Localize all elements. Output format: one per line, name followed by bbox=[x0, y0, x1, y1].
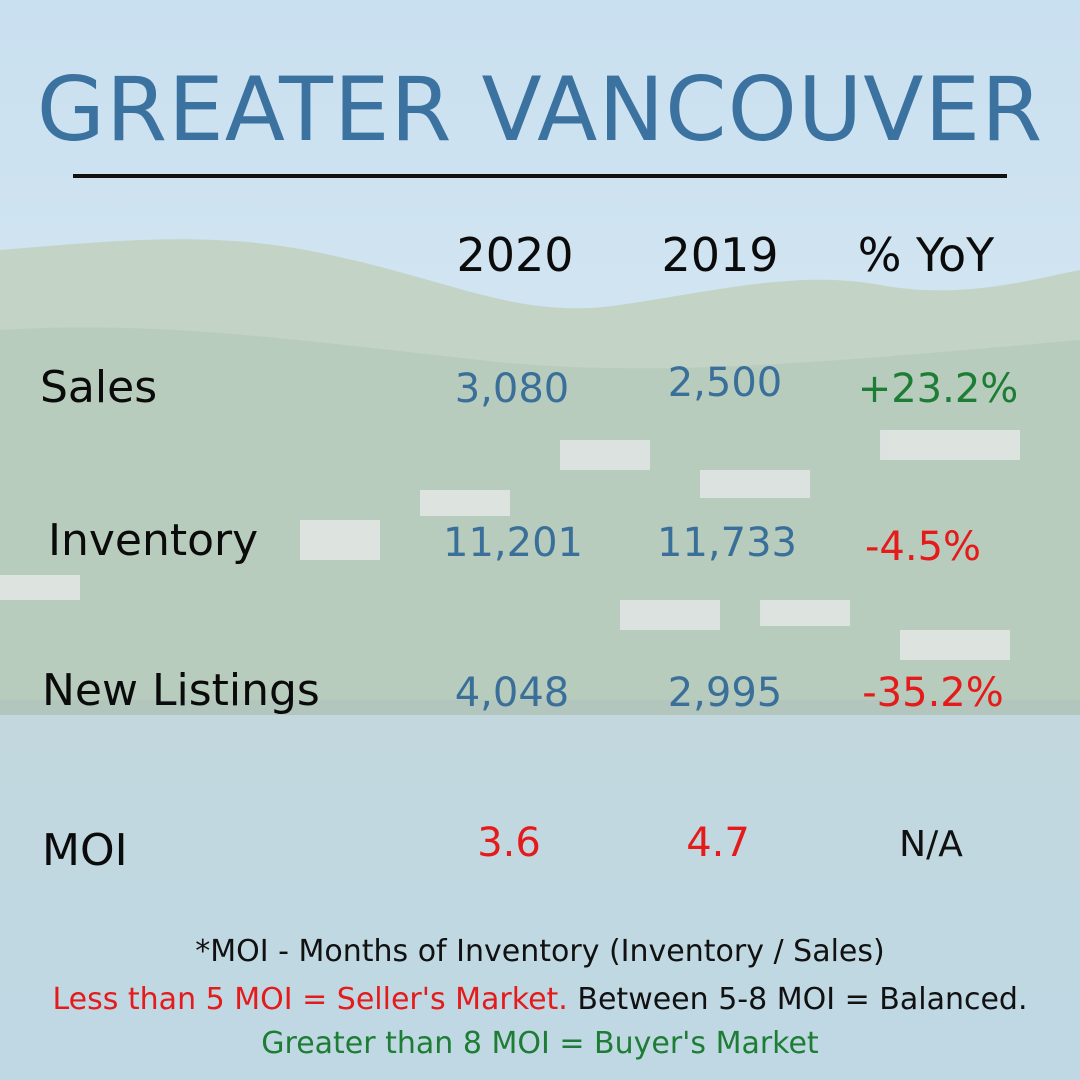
inventory-2020-value: 11,201 bbox=[443, 520, 583, 566]
sales-yoy-value: +23.2% bbox=[857, 366, 1019, 412]
sellers-market-note: Less than 5 MOI = Seller's Market. bbox=[52, 982, 568, 1017]
page-title: GREATER VANCOUVER bbox=[36, 58, 1044, 161]
moi-yoy-value: N/A bbox=[899, 824, 963, 865]
buyers-market-note: Greater than 8 MOI = Buyer's Market bbox=[261, 1026, 819, 1061]
sales-2020-value: 3,080 bbox=[454, 366, 570, 412]
row-label-inventory: Inventory bbox=[48, 515, 259, 566]
column-header-2020: 2020 bbox=[456, 228, 574, 282]
inventory-yoy-value: -4.5% bbox=[864, 524, 982, 570]
column-header-2019: 2019 bbox=[661, 228, 779, 282]
new-listings-2020-value: 4,048 bbox=[454, 670, 570, 716]
row-label-new-listings: New Listings bbox=[42, 665, 320, 716]
market-thresholds-note: Less than 5 MOI = Seller's Market. Betwe… bbox=[0, 982, 1080, 1017]
balanced-market-note: Between 5-8 MOI = Balanced. bbox=[577, 982, 1028, 1017]
row-label-sales: Sales bbox=[40, 362, 158, 413]
row-label-moi: MOI bbox=[42, 825, 128, 876]
inventory-2019-value: 11,733 bbox=[657, 520, 797, 566]
moi-2020-value: 3.6 bbox=[477, 820, 541, 866]
moi-definition-note: *MOI - Months of Inventory (Inventory / … bbox=[195, 934, 885, 969]
new-listings-2019-value: 2,995 bbox=[667, 670, 783, 716]
sales-2019-value: 2,500 bbox=[667, 360, 783, 406]
moi-2019-value: 4.7 bbox=[686, 820, 750, 866]
column-header-yoy: % YoY bbox=[857, 228, 995, 282]
title-divider bbox=[73, 174, 1007, 178]
new-listings-yoy-value: -35.2% bbox=[862, 670, 1004, 716]
